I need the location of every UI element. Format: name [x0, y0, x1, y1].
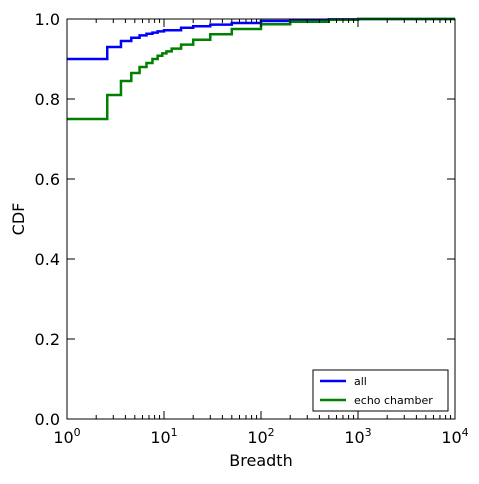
- legend-box: [312, 369, 449, 412]
- series-line-1: [67, 17, 455, 121]
- y-tick-label: 1.0: [35, 10, 60, 29]
- series-layer: [67, 17, 455, 121]
- x-tick-label: 101: [150, 426, 177, 447]
- y-tick-label: 0.0: [35, 410, 60, 429]
- x-tick-label: 104: [441, 426, 468, 447]
- legend: all echo chamber: [312, 369, 449, 412]
- legend-label-0: all: [354, 375, 367, 388]
- ticks-layer: 100 101 102 103 104 0.0 0.2 0.4 0.6 0.8 1.0: [35, 10, 469, 447]
- x-axis-label: Breadth: [229, 451, 292, 470]
- y-axis-label: CDF: [9, 203, 28, 236]
- series-line-0: [67, 17, 455, 61]
- y-tick-label: 0.2: [35, 330, 60, 349]
- x-tick-label: 100: [53, 426, 80, 447]
- x-tick-label: 103: [344, 426, 371, 447]
- y-tick-label: 0.8: [35, 90, 60, 109]
- y-tick-label: 0.4: [35, 250, 60, 269]
- x-tick-label: 102: [247, 426, 274, 447]
- legend-label-1: echo chamber: [354, 394, 433, 407]
- y-tick-label: 0.6: [35, 170, 60, 189]
- plot-frame: [66, 18, 456, 420]
